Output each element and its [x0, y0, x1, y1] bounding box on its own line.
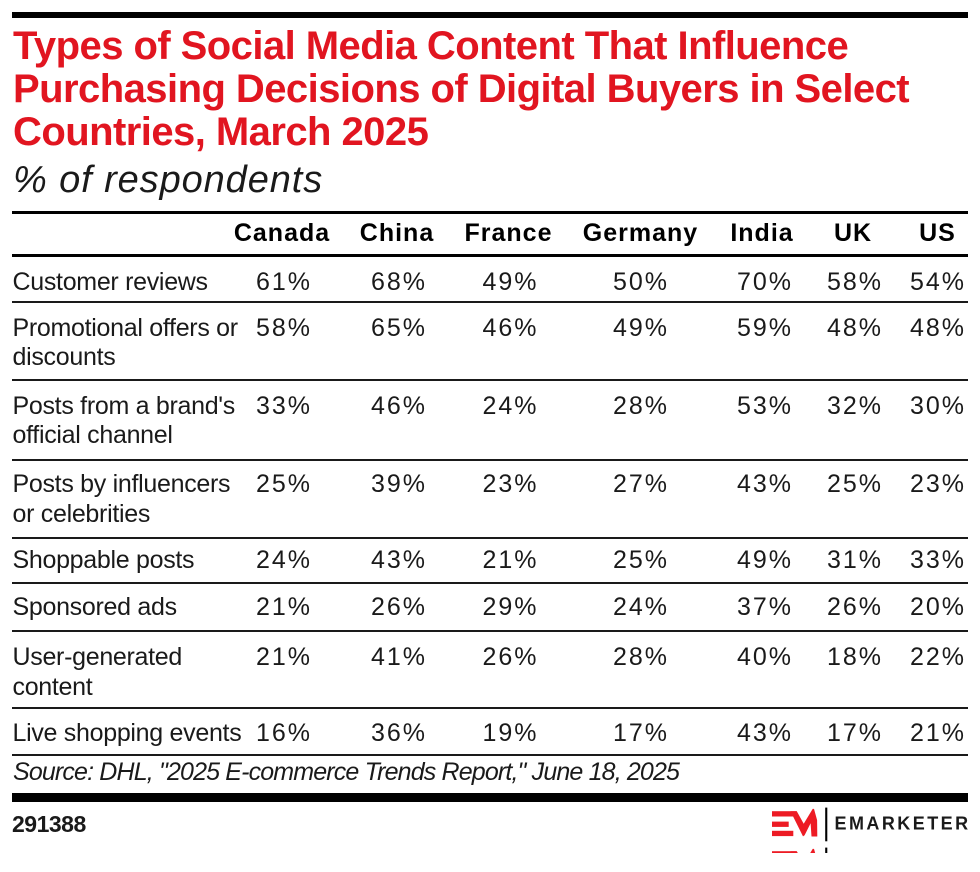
svg-text:EMARKETER: EMARKETER — [835, 814, 971, 834]
